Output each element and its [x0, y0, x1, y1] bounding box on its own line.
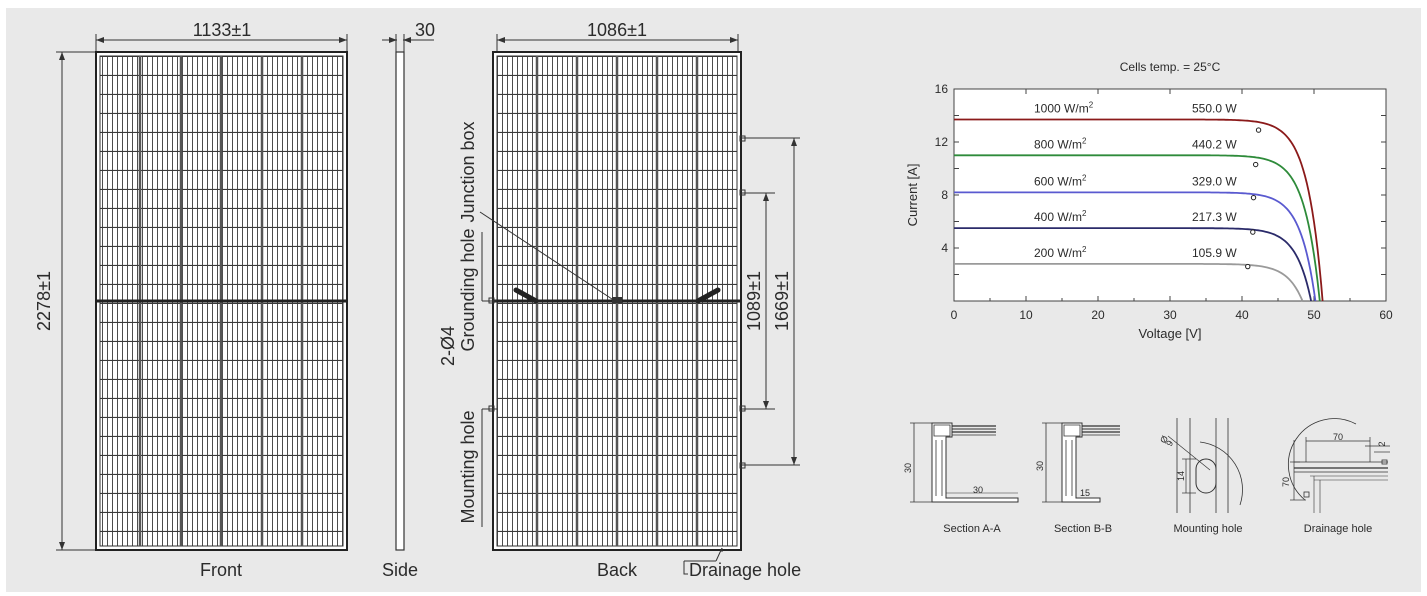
iv-chart: Cells temp. = 25°C Voltage [V] Current [… — [905, 60, 1393, 341]
power-label: 550.0 W — [1192, 101, 1237, 115]
power-label: 329.0 W — [1192, 174, 1237, 188]
power-label: 105.9 W — [1192, 246, 1237, 260]
section-b-height: 30 — [1035, 461, 1045, 471]
mount-hole-height: 14 — [1176, 471, 1186, 481]
drain-hole-height: 70 — [1281, 477, 1291, 487]
irradiance-label: 200 W/m2 — [1034, 245, 1087, 260]
front-view: 1133±1 2278±1 Front — [34, 20, 348, 580]
x-tick-label: 50 — [1307, 308, 1321, 322]
mpp-marker — [1255, 127, 1262, 133]
section-a-height: 30 — [903, 463, 913, 473]
power-label: 440.2 W — [1192, 137, 1237, 151]
side-thickness-dim: 30 — [415, 20, 435, 40]
chart-xlabel: Voltage [V] — [1139, 326, 1202, 341]
chart-ylabel: Current [A] — [905, 164, 920, 227]
chart-plot-area — [953, 88, 1387, 302]
grounding-count-label: 2-Ø4 — [438, 326, 458, 366]
irradiance-label: 800 W/m2 — [1034, 136, 1087, 151]
mpp-marker — [1245, 263, 1251, 270]
mounting-hole-detail: 14 Ø 9 Mounting hole — [1158, 418, 1243, 535]
y-tick-label: 4 — [941, 241, 948, 255]
section-a-a: 30 30 Section A-A — [903, 422, 1019, 535]
y-tick-label: 8 — [941, 188, 948, 202]
x-tick-label: 60 — [1379, 308, 1393, 322]
irradiance-label: 400 W/m2 — [1034, 209, 1087, 224]
drain-hole-width: 70 — [1333, 432, 1343, 442]
mpp-marker — [1250, 229, 1256, 235]
y-tick-label: 16 — [935, 82, 949, 96]
section-b-width: 15 — [1080, 488, 1090, 498]
junction-box — [513, 287, 721, 304]
front-label: Front — [200, 560, 242, 580]
x-tick-label: 10 — [1019, 308, 1033, 322]
dim-1669: 1669±1 — [772, 271, 792, 331]
back-label: Back — [597, 560, 638, 580]
junction-box-label: Junction box — [458, 121, 478, 222]
mount-hole-diameter: Ø — [1158, 434, 1170, 445]
section-a-label: Section A-A — [943, 523, 1001, 535]
iv-curve-series — [954, 154, 1321, 302]
side-view: 30 Side — [382, 20, 435, 580]
x-tick-label: 20 — [1091, 308, 1105, 322]
side-panel — [395, 51, 405, 551]
side-label: Side — [382, 560, 418, 580]
mpp-marker — [1250, 194, 1257, 201]
front-width-dim: 1133±1 — [193, 20, 252, 40]
iv-curve-series — [954, 191, 1317, 302]
mounting-hole-label: Mounting hole — [458, 410, 478, 523]
y-tick-label: 12 — [935, 135, 949, 149]
mount-hole-label: Mounting hole — [1173, 523, 1242, 535]
back-view: 1086±1 — [438, 20, 801, 580]
mount-hole-diameter-value: 9 — [1164, 439, 1175, 448]
irradiance-label: 600 W/m2 — [1034, 173, 1087, 188]
iv-curve-series — [954, 118, 1324, 302]
section-b-b: 30 15 Section B-B — [1035, 422, 1120, 535]
dim-1089: 1089±1 — [744, 271, 764, 331]
drain-hole-spacing: 2 — [1377, 441, 1387, 446]
drainage-hole-label: Drainage hole — [689, 560, 801, 580]
grounding-hole-label: Grounding hole — [458, 228, 478, 351]
drain-hole-label: Drainage hole — [1304, 523, 1373, 535]
section-b-label: Section B-B — [1054, 523, 1112, 535]
x-tick-label: 0 — [951, 308, 958, 322]
front-height-dim: 2278±1 — [34, 271, 54, 331]
power-label: 217.3 W — [1192, 210, 1237, 224]
back-width-dim: 1086±1 — [587, 20, 647, 40]
mpp-marker — [1252, 161, 1259, 168]
chart-title: Cells temp. = 25°C — [1120, 60, 1221, 74]
iv-curve-series — [954, 262, 1304, 302]
x-tick-label: 30 — [1163, 308, 1177, 322]
irradiance-label: 1000 W/m2 — [1034, 100, 1094, 115]
drainage-hole-detail: 70 70 2 Drainage hole — [1281, 418, 1390, 535]
x-tick-label: 40 — [1235, 308, 1249, 322]
section-a-width: 30 — [973, 485, 983, 495]
